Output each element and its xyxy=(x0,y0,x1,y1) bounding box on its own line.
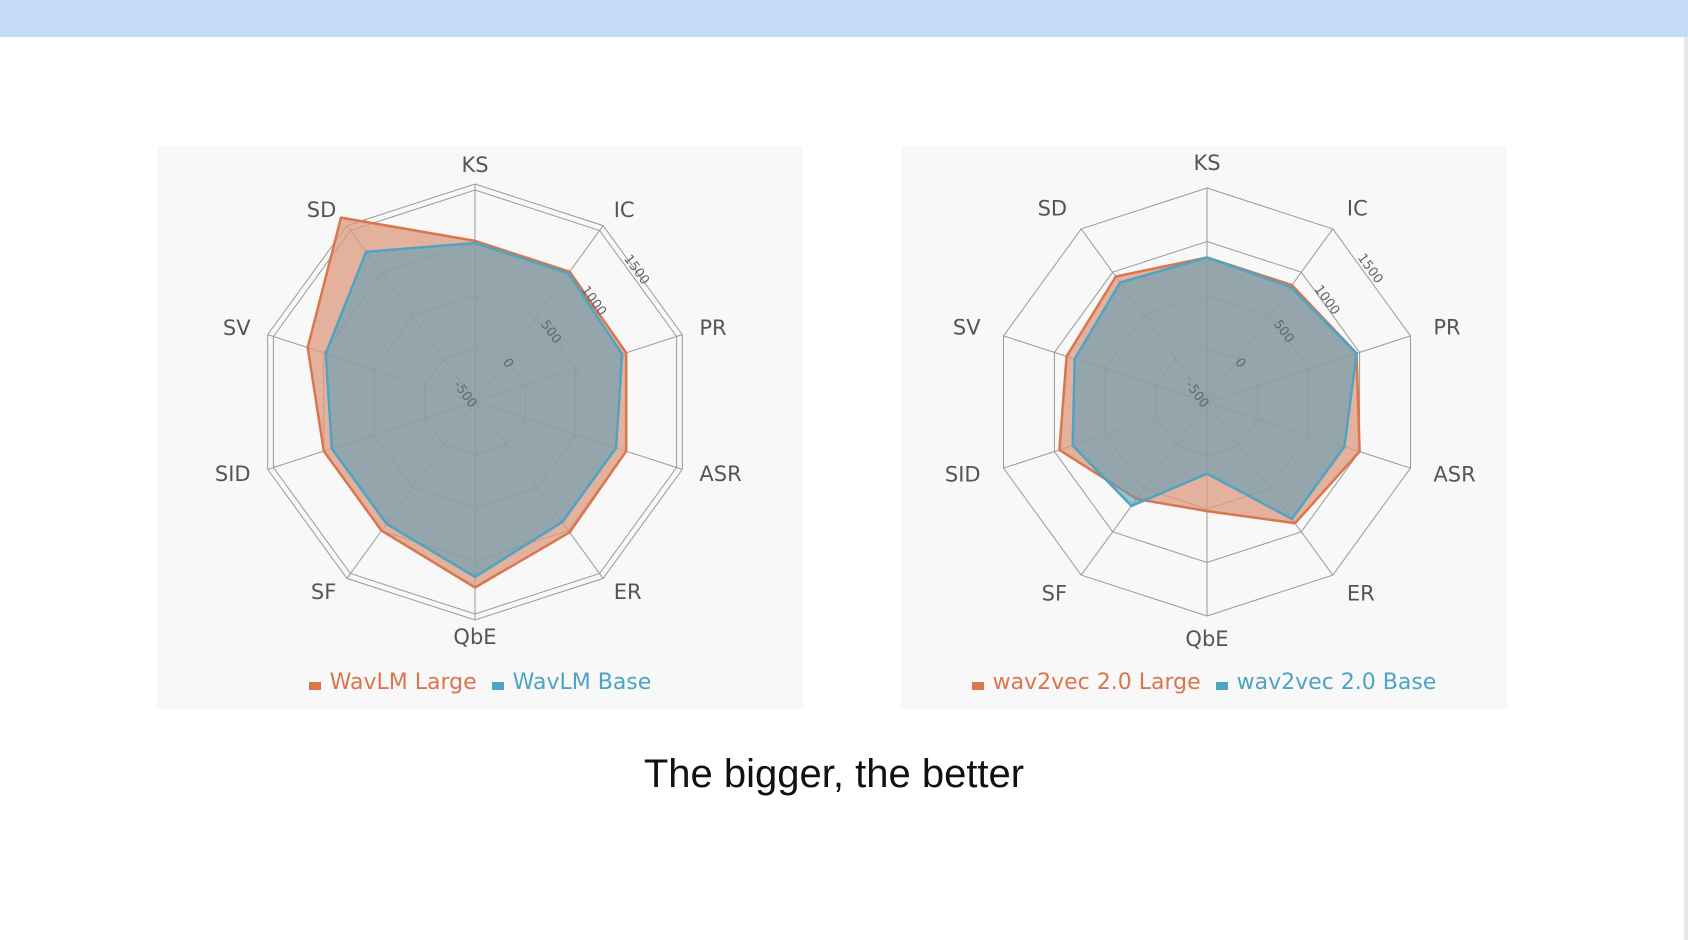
legend-item-base: wav2vec 2.0 Base xyxy=(1215,670,1437,695)
axis-label-asr: ASR xyxy=(1433,463,1475,487)
legend-swatch-base xyxy=(491,682,504,690)
slide-edge xyxy=(1684,37,1688,940)
legend-item-large: wav2vec 2.0 Large xyxy=(971,670,1201,695)
legend-label-base: wav2vec 2.0 Base xyxy=(1236,670,1437,695)
radar-panel-wav2vec: -500 0 500 1000 1500 KS IC PR ASR ER QbE SF SID SV SD … xyxy=(901,146,1507,709)
axis-label-sid: SID xyxy=(215,462,251,486)
axis-label-sd: SD xyxy=(1038,197,1068,221)
legend-item-large: WavLM Large xyxy=(308,670,477,695)
axis-label-ks: KS xyxy=(1193,151,1220,175)
axis-label-sd: SD xyxy=(307,198,337,222)
legend-item-base: WavLM Base xyxy=(491,670,652,695)
axis-label-er: ER xyxy=(1347,582,1375,606)
radar-panel-wavlm: -500 0 500 1000 1500 KS IC PR ASR ER QbE SF SID SV SD … xyxy=(157,146,803,709)
axis-label-sf: SF xyxy=(311,580,336,604)
axis-label-ic: IC xyxy=(614,198,635,222)
legend-label-large: WavLM Large xyxy=(329,670,477,695)
legend-swatch-large xyxy=(971,682,984,690)
header-bar xyxy=(0,0,1688,37)
slide-caption: The bigger, the better xyxy=(643,752,1025,796)
axis-label-sv: SV xyxy=(223,316,251,340)
legend-label-large: wav2vec 2.0 Large xyxy=(992,670,1201,695)
tick-label: 1500 xyxy=(1354,251,1386,287)
legend-wavlm: WavLM Large WavLM Base xyxy=(157,670,803,695)
tick-label: 1500 xyxy=(620,252,652,288)
axis-label-pr: PR xyxy=(699,316,726,340)
legend-swatch-base xyxy=(1215,682,1228,690)
axis-label-asr: ASR xyxy=(699,462,741,486)
axis-label-ks: KS xyxy=(461,153,488,177)
legend-swatch-large xyxy=(308,682,321,690)
axis-label-sv: SV xyxy=(953,316,981,340)
axis-label-er: ER xyxy=(614,580,642,604)
axis-label-sid: SID xyxy=(945,463,981,487)
series-area-base xyxy=(324,241,624,579)
legend-label-base: WavLM Base xyxy=(512,670,652,695)
axis-label-ic: IC xyxy=(1347,197,1368,221)
axis-label-qbe: QbE xyxy=(1185,627,1228,651)
axis-label-qbe: QbE xyxy=(453,625,496,649)
axis-label-pr: PR xyxy=(1433,316,1460,340)
legend-wav2vec: wav2vec 2.0 Large wav2vec 2.0 Base xyxy=(901,670,1507,695)
axis-label-sf: SF xyxy=(1042,582,1067,606)
series-area-base xyxy=(1071,256,1358,521)
